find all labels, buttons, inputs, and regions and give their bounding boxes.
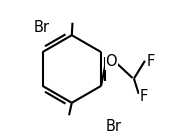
Text: Br: Br [106,119,122,134]
Text: O: O [105,54,117,69]
Text: F: F [147,54,155,69]
Text: Br: Br [33,20,49,35]
Text: F: F [140,89,148,104]
